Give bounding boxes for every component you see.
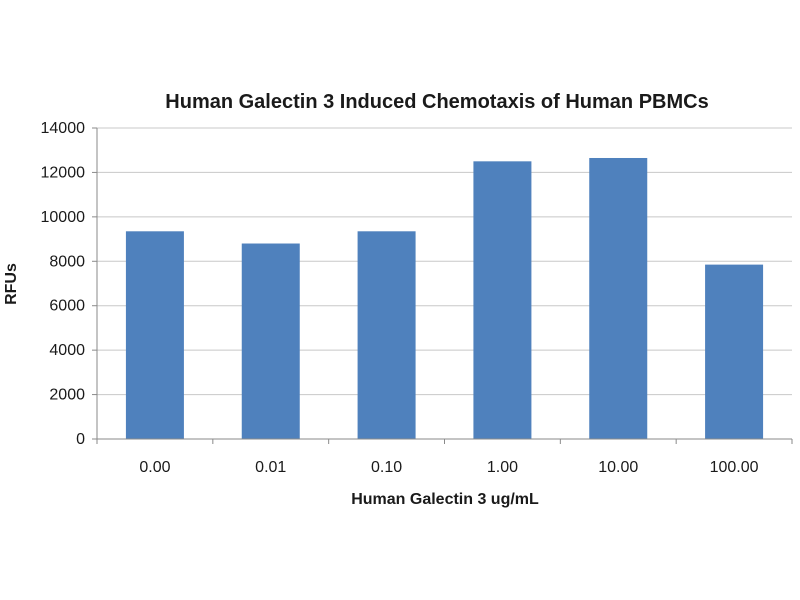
gridlines: [97, 127, 792, 396]
y-axis-label: RFUs: [3, 263, 20, 305]
x-tick-label: 10.00: [598, 459, 638, 476]
bars: [125, 157, 764, 440]
x-axis-label: Human Galectin 3 ug/mL: [351, 491, 539, 508]
bar-0.10: [357, 231, 416, 439]
y-tick-label: 0: [76, 431, 85, 448]
y-tick-label: 4000: [49, 342, 85, 359]
y-tick-label: 2000: [49, 387, 85, 404]
x-tick-label: 0.10: [371, 459, 402, 476]
y-tick-label: 6000: [49, 298, 85, 315]
x-tick-label: 0.01: [255, 459, 286, 476]
y-tick-labels: 0 2000 4000 6000 8000 10000 12000 14000: [41, 120, 86, 448]
axes: [92, 127, 793, 444]
y-tick-label: 14000: [41, 120, 86, 137]
x-tick-labels: 0.00 0.01 0.10 1.00 10.00 100.00: [139, 459, 758, 476]
y-tick-label: 10000: [41, 209, 86, 226]
bar-100.00: [705, 264, 764, 439]
y-tick-label: 8000: [49, 253, 85, 270]
x-tick-label: 100.00: [710, 459, 759, 476]
chart-title: Human Galectin 3 Induced Chemotaxis of H…: [165, 91, 708, 113]
bar-1.00: [473, 161, 532, 440]
x-tick-label: 0.00: [139, 459, 170, 476]
bar-10.00: [589, 157, 648, 439]
x-tick-label: 1.00: [487, 459, 518, 476]
y-tick-label: 12000: [41, 164, 86, 181]
bar-0.01: [241, 243, 300, 439]
bar-0.00: [125, 231, 184, 439]
